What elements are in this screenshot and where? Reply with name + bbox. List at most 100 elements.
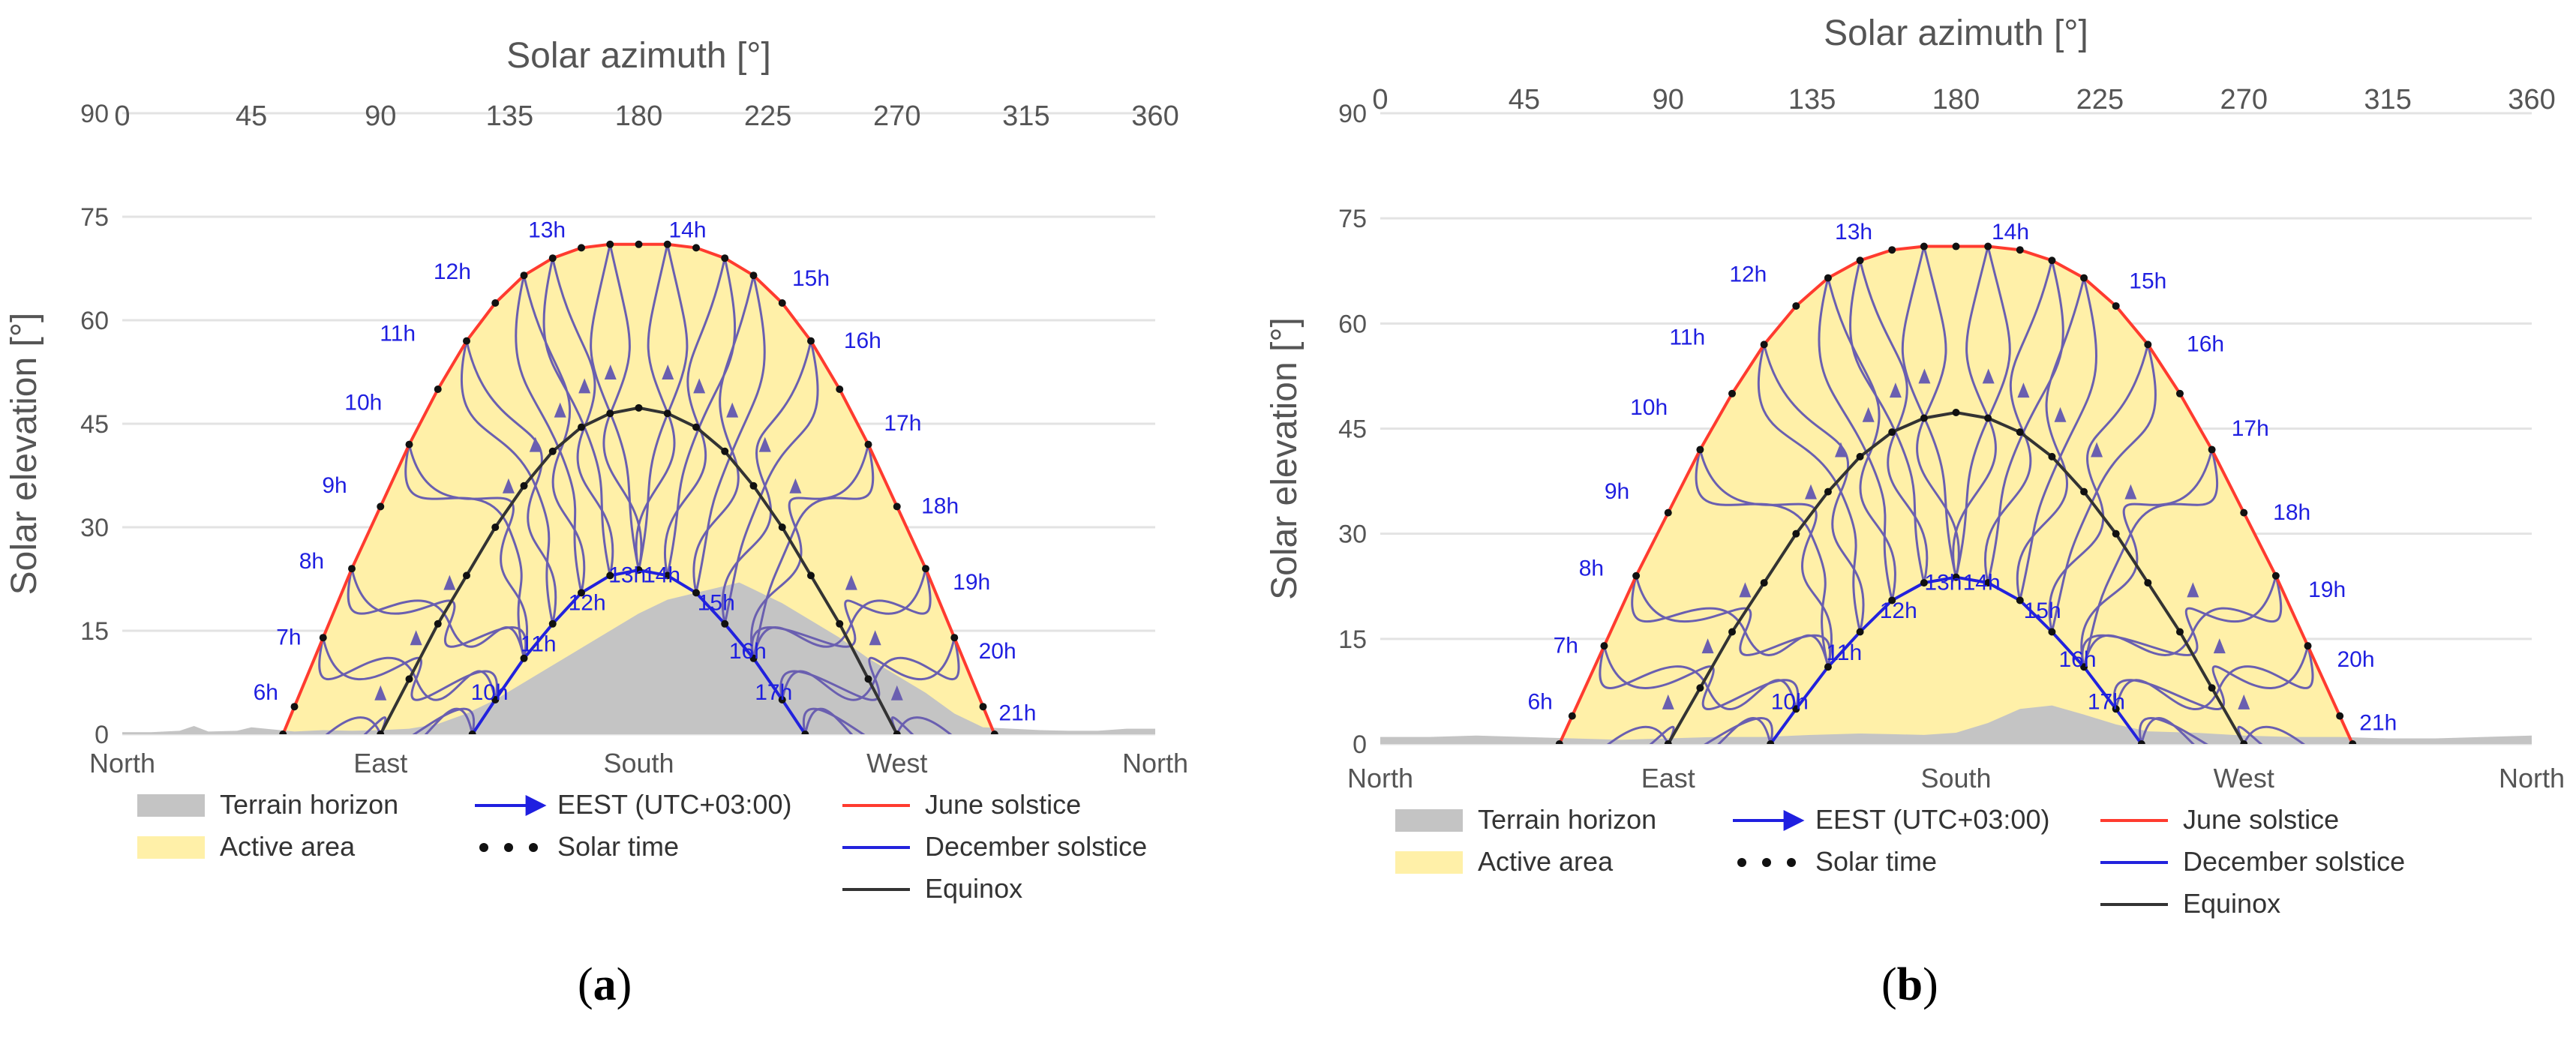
x-tick-label-90: 90 — [1653, 84, 1684, 116]
solar-time-dot — [491, 299, 500, 307]
solar-time-dot — [692, 423, 700, 431]
analemma-arrow-19h — [2187, 582, 2199, 598]
solar-time-dot — [2240, 740, 2248, 744]
solar-time-dot — [578, 423, 585, 431]
legend-label-6: Equinox — [925, 873, 1022, 904]
analemma-arrow-15h — [693, 378, 706, 394]
hour-label-14h: 14h — [1992, 220, 2029, 244]
x-tick-label-360: 360 — [1131, 100, 1178, 132]
solar-time-dot — [778, 299, 786, 307]
analemma-9h-b — [1698, 449, 1833, 668]
hour-label-14h: 14h — [643, 563, 680, 588]
analemma-7h-b — [322, 637, 498, 701]
solar-time-dot — [979, 703, 987, 711]
legend-label-5: December solstice — [925, 831, 1147, 862]
y-tick-label-45: 45 — [1338, 416, 1367, 444]
hour-label-12h: 12h — [569, 590, 606, 615]
compass-label-west: West — [866, 748, 927, 778]
analemma-20h-b — [781, 637, 960, 701]
hour-label-18h: 18h — [921, 494, 959, 519]
solar-time-dot — [1920, 579, 1928, 587]
x-tick-label-180: 180 — [1932, 84, 1980, 116]
analemma-6h-b — [283, 707, 476, 734]
analemma-19h-b — [752, 568, 932, 659]
solar-time-dot — [836, 620, 844, 628]
solar-time-dot — [606, 240, 614, 248]
x-tick-label-315: 315 — [2364, 84, 2411, 116]
solar-time-dot — [749, 272, 758, 280]
x-tick-label-270: 270 — [873, 100, 920, 132]
solar-time-dot — [405, 440, 413, 448]
solar-time-dot — [520, 482, 528, 490]
solar-time-dot — [2175, 389, 2184, 398]
solar-time-dot — [548, 620, 557, 628]
solar-time-dot — [1632, 572, 1641, 580]
compass-label-east: East — [1641, 763, 1695, 794]
analemma-10h-a — [460, 340, 554, 625]
solar-time-dot — [2112, 705, 2120, 713]
solar-time-dot — [778, 696, 786, 704]
legend: Terrain horizon Active area EEST (UTC+03:0… — [1395, 804, 2405, 919]
plot-area — [1380, 242, 2532, 744]
solar-time-dot — [2240, 508, 2248, 517]
compass-label-north: North — [89, 748, 155, 778]
solar-time-dot — [348, 565, 356, 573]
y-axis-title: Solar elevation [°] — [5, 313, 44, 596]
solar-time-dot — [950, 634, 959, 642]
hour-label-16h: 16h — [844, 328, 881, 353]
hour-label-16h: 16h — [729, 639, 767, 664]
analemma-11h-b — [523, 274, 586, 593]
hour-label-11h: 11h — [380, 322, 416, 346]
compass-label-north: North — [1347, 763, 1413, 794]
solar-time-dot — [2016, 428, 2024, 436]
y-tick-label-30: 30 — [80, 514, 109, 542]
analemma-21h-a — [2139, 717, 2353, 744]
x-tick-label-270: 270 — [2220, 84, 2268, 116]
x-tick-label-135: 135 — [486, 100, 533, 132]
solar-time-dot — [279, 730, 287, 734]
solar-time-dot — [2112, 530, 2120, 538]
hour-label-16h: 16h — [2187, 332, 2224, 357]
legend: Terrain horizon Active area EEST (UTC+03:0… — [137, 789, 1147, 904]
solar-time-dot — [1767, 740, 1775, 744]
solar-time-dot — [1920, 242, 1928, 250]
hour-label-13h: 13h — [1835, 220, 1872, 244]
solar-time-dot — [1792, 530, 1800, 538]
solar-time-dot — [721, 620, 729, 628]
solar-time-dot — [1696, 684, 1704, 692]
solar-time-dot — [1760, 340, 1768, 349]
solar-time-dot — [463, 572, 470, 580]
solar-time-dot — [1760, 579, 1768, 587]
solar-time-dot — [319, 634, 327, 642]
caption-a: (a) — [578, 959, 632, 1010]
solar-time-dot — [1952, 573, 1960, 581]
legend-label-2: EEST (UTC+03:00) — [1815, 804, 2049, 835]
analemma-arrow-16h — [2054, 406, 2067, 422]
analemma-arrow-6h — [374, 685, 387, 700]
caption-a-label: a — [593, 959, 617, 1010]
solar-time-dot — [1952, 409, 1960, 417]
legend-label-3: Solar time — [557, 831, 679, 862]
solar-time-dot — [2048, 256, 2056, 265]
analemma-18h-b — [752, 444, 875, 659]
solar-time-dot — [2271, 572, 2280, 580]
hour-label-12h: 12h — [434, 260, 471, 284]
solar-time-dots — [279, 240, 998, 734]
solar-time-dot — [468, 730, 476, 734]
x-tick-label-90: 90 — [365, 100, 396, 132]
legend-dot-3-1 — [1762, 858, 1771, 867]
analemma-17h-b — [2050, 344, 2157, 632]
analemma-arrow-8h — [1739, 582, 1752, 598]
solar-time-dot — [520, 654, 528, 662]
solar-time-dot — [463, 337, 470, 345]
x-tick-label-225: 225 — [744, 100, 791, 132]
solar-time-dot — [606, 572, 614, 580]
hour-label-21h: 21h — [2359, 710, 2397, 735]
solar-time-dot — [491, 524, 500, 531]
y-tick-label-90: 90 — [80, 100, 109, 128]
hour-label-14h: 14h — [668, 218, 706, 243]
legend-dot-3-0 — [1737, 858, 1746, 867]
hour-label-8h: 8h — [299, 549, 324, 574]
